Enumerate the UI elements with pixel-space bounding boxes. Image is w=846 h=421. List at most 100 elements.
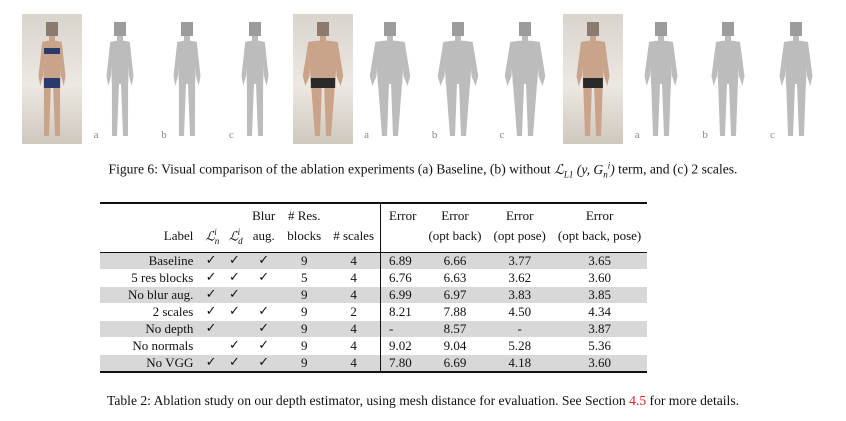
body-silhouette <box>711 22 745 136</box>
cell-ld: ✓ <box>228 303 240 319</box>
render-panel-c: c <box>766 14 826 144</box>
panel-label: a <box>93 129 99 141</box>
cell-ld: ✓ <box>222 354 247 372</box>
header-cell <box>327 203 380 224</box>
cell-label: No normals <box>132 337 194 353</box>
cell-opt-pose: 3.83 <box>487 286 552 304</box>
header-cell <box>199 203 222 224</box>
cell-opt-back: 7.88 <box>443 303 467 319</box>
panel-label: c <box>770 129 775 141</box>
cell-scales: 4 <box>327 320 381 338</box>
header-opt-back-pose: (opt back, pose) <box>551 224 648 253</box>
section-link[interactable]: 4.5 <box>629 393 647 408</box>
header-normal-loss: ℒni <box>199 224 223 253</box>
header-label: Label <box>100 224 200 253</box>
body-silhouette <box>38 22 66 136</box>
cell-blocks: 9 <box>281 252 328 270</box>
cell-opt-back: 6.66 <box>422 252 488 270</box>
panel-label: c <box>499 129 505 141</box>
header-blur: Blur <box>252 208 276 223</box>
header-depth-loss: ℒdi <box>222 224 247 253</box>
cell-ln: ✓ <box>199 320 223 338</box>
cell-error: 6.76 <box>380 269 423 287</box>
cell-label: 2 scales <box>152 303 194 319</box>
cell-error: - <box>380 320 423 338</box>
cell-opt-back-pose: 3.85 <box>551 286 648 304</box>
cell-blur: ✓ <box>246 354 282 372</box>
figure-caption-prefix: Figure 6: Visual comparison of the ablat… <box>108 161 551 177</box>
cell-opt-back: 6.97 <box>422 286 488 304</box>
table-caption: Table 2: Ablation study on our depth est… <box>0 393 846 409</box>
panel-label: a <box>364 129 370 141</box>
cell-blocks: 9 <box>300 337 308 353</box>
figure-caption: Figure 6: Visual comparison of the ablat… <box>0 160 846 179</box>
input-photo <box>292 14 353 144</box>
panel-label: b <box>702 129 708 141</box>
cell-scales: 4 <box>327 354 381 372</box>
figure-caption-suffix: term, and (c) 2 scales. <box>618 161 738 177</box>
header-opt-back: (opt back) <box>422 224 488 253</box>
render-panel-b: b <box>698 14 759 144</box>
cell-opt-back-pose: 3.65 <box>551 252 648 270</box>
cell-opt-back: 9.04 <box>443 337 467 353</box>
input-photo <box>563 14 624 144</box>
render-panel-c: c <box>495 14 556 144</box>
cell-blocks: 9 <box>281 286 328 304</box>
panel-label: c <box>228 129 234 141</box>
header-opt-pose: (opt pose) <box>487 224 552 253</box>
cell-ln: ✓ <box>199 252 223 270</box>
cell-blocks: 9 <box>281 320 328 338</box>
cell-label: No blur aug. <box>100 286 200 304</box>
cell-ln: ✓ <box>199 286 223 304</box>
cell-scales: 4 <box>350 269 357 285</box>
cell-ld: ✓ <box>222 252 247 270</box>
cell-scales: 4 <box>327 252 381 270</box>
header-cell <box>380 224 423 253</box>
ablation-table: Blur # Res. Error Error Error Error Labe… <box>100 202 648 373</box>
render-panel-b: b <box>157 14 218 144</box>
body-silhouette <box>369 22 411 136</box>
cell-label: 5 res blocks <box>131 269 194 285</box>
render-panel-c: c <box>224 14 285 144</box>
body-silhouette <box>302 22 343 136</box>
cell-scales: 4 <box>350 337 357 353</box>
cell-opt-pose: 3.77 <box>487 252 552 270</box>
cell-ld: ✓ <box>228 269 240 285</box>
table-row: No VGG ✓ ✓ ✓ 9 4 7.80 6.69 4.18 3.60 <box>100 354 648 372</box>
body-silhouette <box>437 22 479 136</box>
table-row: 2 scales ✓ ✓ ✓ 9 2 8.21 7.88 4.50 4.34 <box>100 303 648 321</box>
cell-ln <box>199 337 222 354</box>
cell-opt-pose: - <box>487 320 552 338</box>
header-blocks: blocks <box>281 224 328 253</box>
table-row: No normals ✓ ✓ 9 4 9.02 9.04 5.28 5.36 <box>100 337 648 355</box>
input-photo <box>22 14 82 144</box>
cell-opt-pose: 5.28 <box>508 337 532 353</box>
panel-label: b <box>161 129 167 141</box>
cell-opt-back-pose: 5.36 <box>588 337 611 353</box>
cell-opt-back-pose: 3.87 <box>551 320 648 338</box>
body-silhouette <box>106 22 134 136</box>
table-caption-prefix: Table 2: Ablation study on our depth est… <box>106 393 626 408</box>
header-scales: # scales <box>327 224 381 253</box>
cell-blur: ✓ <box>258 303 270 319</box>
body-silhouette <box>779 22 813 136</box>
header-res: # Res. <box>287 208 321 223</box>
body-silhouette <box>173 22 201 136</box>
table-header-row-bottom: Label ℒni ℒdi aug. blocks # scales (opt … <box>100 224 648 253</box>
table-header-row-top: Blur # Res. Error Error Error Error <box>100 203 647 224</box>
cell-scales: 2 <box>350 303 357 319</box>
render-panel-a: a <box>360 14 421 144</box>
table-row: Baseline ✓ ✓ ✓ 9 4 6.89 6.66 3.77 3.65 <box>100 252 648 270</box>
header-error-opt-back-pose: Error <box>585 208 614 223</box>
cell-label: No VGG <box>100 354 200 372</box>
cell-blocks: 9 <box>281 354 328 372</box>
cell-opt-back-pose: 4.34 <box>588 303 611 319</box>
cell-opt-back: 6.63 <box>443 269 467 285</box>
cell-ld: ✓ <box>228 337 240 353</box>
header-error-opt-pose: Error <box>505 208 534 223</box>
cell-ld: ✓ <box>222 286 247 304</box>
cell-ln: ✓ <box>205 303 217 319</box>
cell-scales: 4 <box>327 286 381 304</box>
cell-label: No depth <box>100 320 200 338</box>
